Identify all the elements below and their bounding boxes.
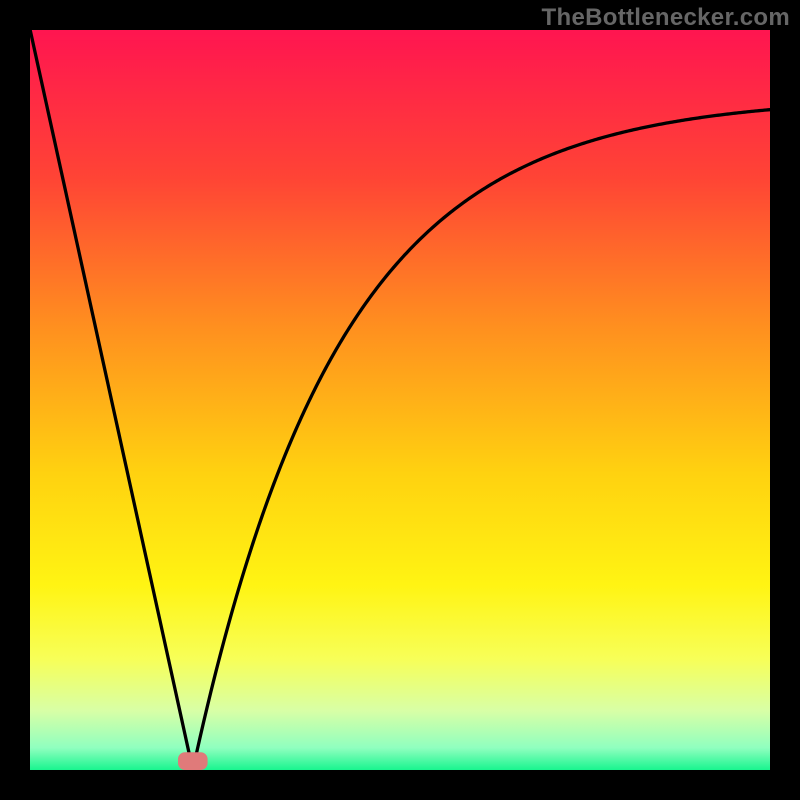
bottleneck-chart bbox=[0, 0, 800, 800]
attribution-text: TheBottlenecker.com bbox=[542, 4, 790, 32]
chart-background-gradient bbox=[30, 30, 770, 770]
optimal-point-marker bbox=[178, 752, 208, 770]
